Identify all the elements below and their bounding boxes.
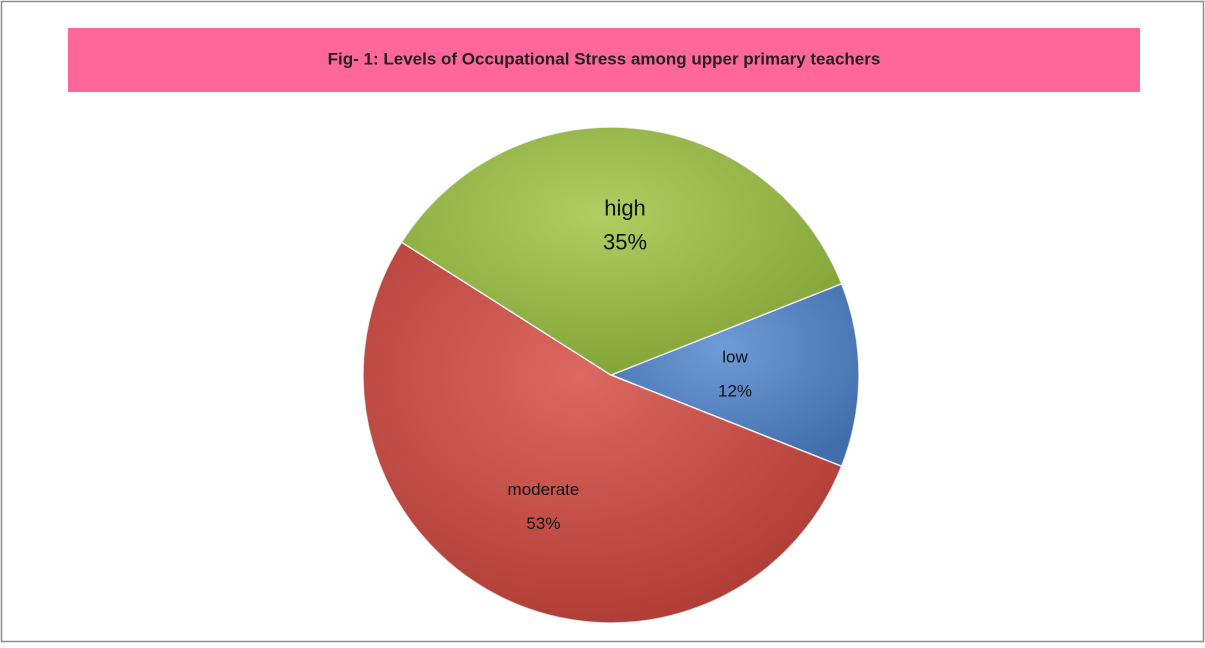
chart-title: Fig- 1: Levels of Occupational Stress am… xyxy=(328,49,881,68)
slice-category-label: moderate xyxy=(508,480,580,499)
title-bar xyxy=(68,28,1140,92)
slice-value-label: 35% xyxy=(603,230,647,255)
slice-category-label: low xyxy=(722,347,748,366)
slice-value-label: 53% xyxy=(526,514,560,533)
slice-value-label: 12% xyxy=(718,381,752,400)
slice-category-label: high xyxy=(604,196,646,221)
